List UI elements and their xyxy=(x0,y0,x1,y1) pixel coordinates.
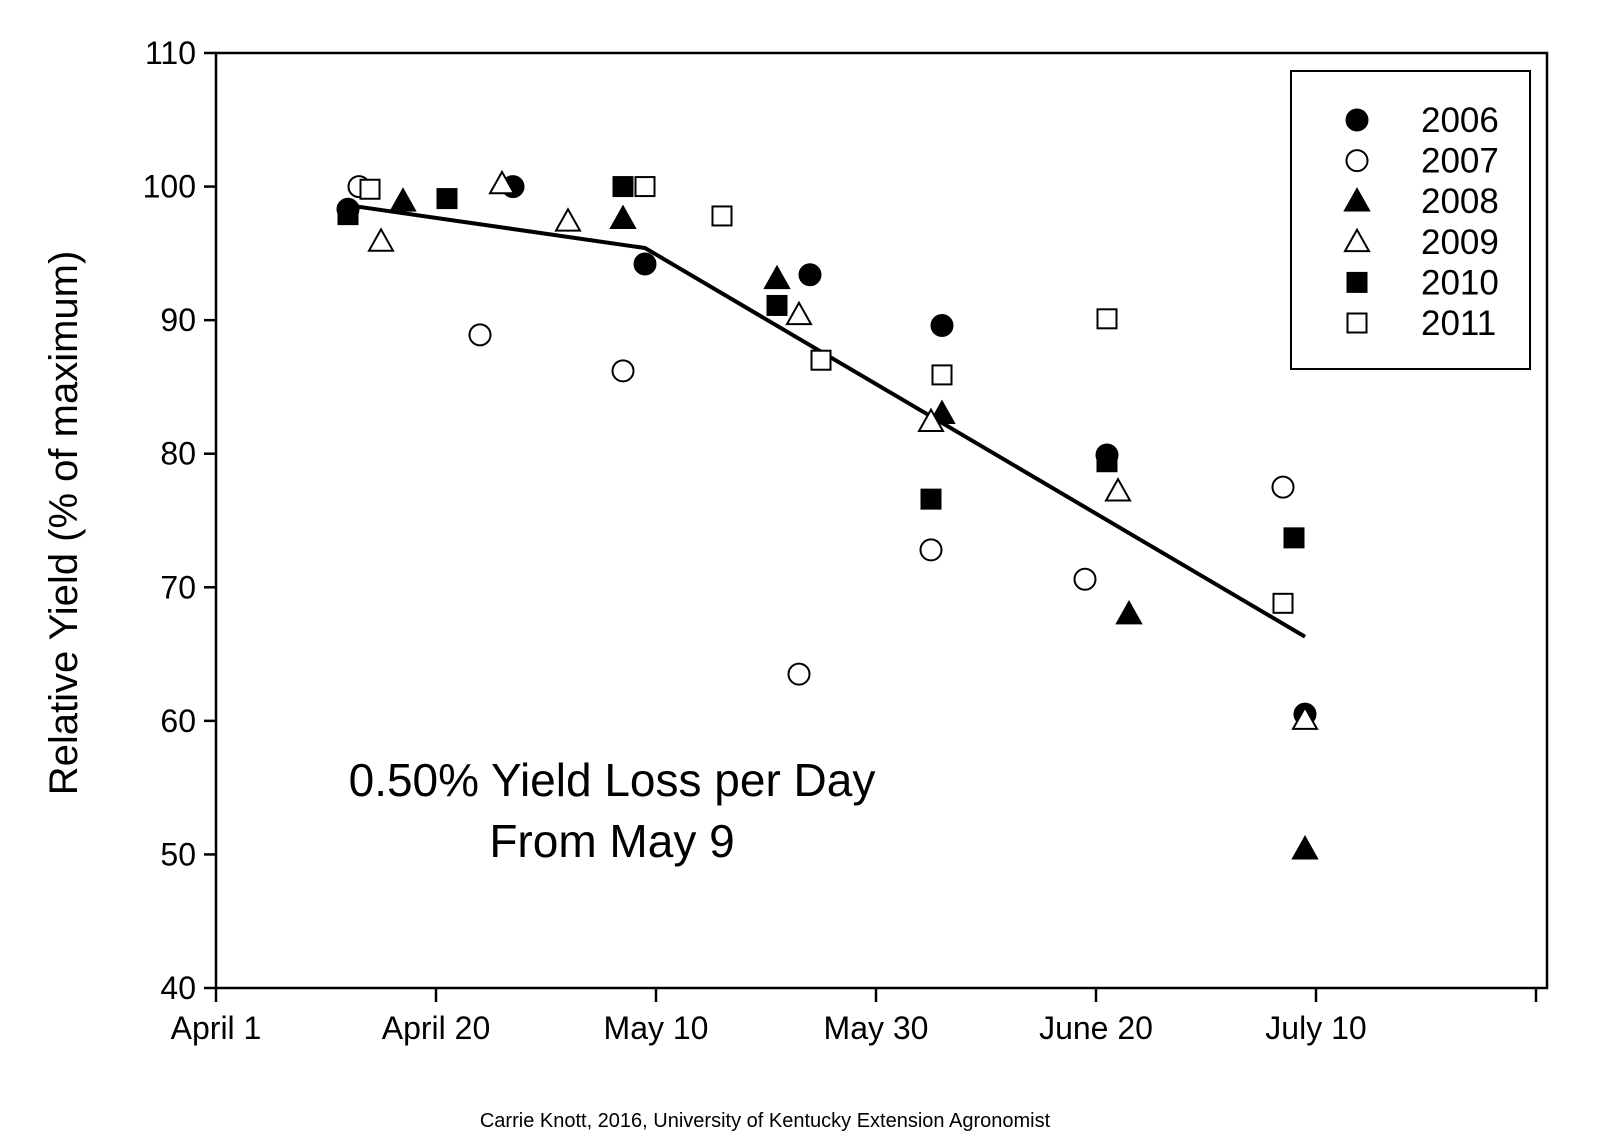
data-point-2007 xyxy=(611,359,635,383)
legend-marker-2006 xyxy=(1345,108,1369,132)
data-point-2010 xyxy=(436,188,458,210)
data-point-2011 xyxy=(711,205,733,227)
series-2011 xyxy=(359,176,1294,614)
data-point-2007 xyxy=(787,662,811,686)
credit-text: Carrie Knott, 2016, University of Kentuc… xyxy=(480,1110,1051,1132)
series-2010 xyxy=(337,176,1305,549)
x-tick-label: May 10 xyxy=(604,1010,709,1046)
legend-item-2007: 2007 xyxy=(1345,142,1499,181)
data-point-2007 xyxy=(1073,567,1097,591)
data-point-2009 xyxy=(554,207,582,232)
data-point-2008 xyxy=(763,264,791,290)
data-point-2009 xyxy=(488,169,516,195)
data-point-2011 xyxy=(810,349,832,371)
legend-marker-2011 xyxy=(1346,312,1368,334)
y-tick-label: 60 xyxy=(160,703,196,739)
data-point-2007 xyxy=(468,323,492,347)
fit-line xyxy=(347,203,1307,639)
data-point-2010 xyxy=(920,488,942,510)
legend-label: 2006 xyxy=(1421,101,1499,140)
data-point-2009 xyxy=(1104,477,1132,502)
legend-label: 2009 xyxy=(1421,223,1499,262)
legend-label: 2010 xyxy=(1421,263,1499,302)
legend-label: 2007 xyxy=(1421,142,1499,181)
data-point-2009 xyxy=(917,407,945,433)
data-point-2007 xyxy=(1271,475,1295,499)
data-point-2010 xyxy=(1096,451,1118,473)
series-2006 xyxy=(336,175,1317,726)
data-point-2011 xyxy=(1096,308,1118,330)
y-axis-title: Relative Yield (% of maximum) xyxy=(42,251,86,796)
data-point-2009 xyxy=(1291,705,1319,730)
legend-marker-2010 xyxy=(1346,271,1368,293)
annotation: 0.50% Yield Loss per Day From May 9 xyxy=(349,754,876,867)
x-tick-label: April 1 xyxy=(171,1010,262,1046)
x-tick-label: April 20 xyxy=(382,1010,491,1046)
legend-item-2008: 2008 xyxy=(1343,182,1499,221)
y-tick-label: 110 xyxy=(145,35,196,71)
data-point-2006 xyxy=(930,313,954,337)
data-point-2011 xyxy=(359,178,381,200)
data-point-2011 xyxy=(634,176,656,198)
series-2008 xyxy=(389,187,1319,860)
fit-line-layer xyxy=(347,203,1307,639)
data-point-2010 xyxy=(337,204,359,226)
data-points-layer xyxy=(336,169,1319,860)
y-tick-label: 50 xyxy=(160,836,196,872)
legend-item-2006: 2006 xyxy=(1345,101,1499,140)
data-point-2008 xyxy=(389,187,417,212)
legend-item-2010: 2010 xyxy=(1346,263,1499,302)
plot-frame xyxy=(214,51,1549,990)
legend-item-2011: 2011 xyxy=(1346,304,1496,343)
legend-box xyxy=(1290,70,1531,370)
data-point-2011 xyxy=(931,364,953,386)
data-point-2006 xyxy=(798,263,822,287)
axes: 40 50 60 70 80 90 100 110 April 1 April 20 May 10 M… xyxy=(143,35,1549,1046)
x-tick-label: May 30 xyxy=(824,1010,929,1046)
legend-marker-2009 xyxy=(1343,227,1371,253)
x-tick-label: July 10 xyxy=(1265,1010,1366,1046)
data-point-2008 xyxy=(609,204,637,229)
y-tick-label: 40 xyxy=(160,970,196,1006)
annotation-line-1: 0.50% Yield Loss per Day xyxy=(349,754,876,806)
data-point-2009 xyxy=(785,300,813,326)
annotation-line-2: From May 9 xyxy=(489,815,734,867)
legend-marker-2007 xyxy=(1345,149,1369,173)
series-2009 xyxy=(367,169,1319,730)
data-point-2010 xyxy=(766,294,788,316)
x-tick-label: June 20 xyxy=(1039,1010,1153,1046)
data-point-2010 xyxy=(612,176,634,198)
series-2007 xyxy=(347,175,1295,686)
data-point-2009 xyxy=(367,227,395,252)
legend-label: 2008 xyxy=(1421,182,1499,221)
data-point-2007 xyxy=(919,538,943,562)
legend-item-2009: 2009 xyxy=(1343,223,1499,262)
legend-label: 2011 xyxy=(1421,304,1496,343)
y-tick-label: 90 xyxy=(160,302,196,338)
data-point-2008 xyxy=(1291,835,1319,860)
y-tick-label: 80 xyxy=(160,436,196,472)
data-point-2006 xyxy=(633,252,657,276)
data-point-2008 xyxy=(1115,599,1143,625)
y-tick-label: 100 xyxy=(143,169,196,205)
data-point-2010 xyxy=(1283,527,1305,549)
legend-marker-2008 xyxy=(1343,187,1371,212)
data-point-2011 xyxy=(1272,592,1294,614)
y-tick-label: 70 xyxy=(160,569,196,605)
